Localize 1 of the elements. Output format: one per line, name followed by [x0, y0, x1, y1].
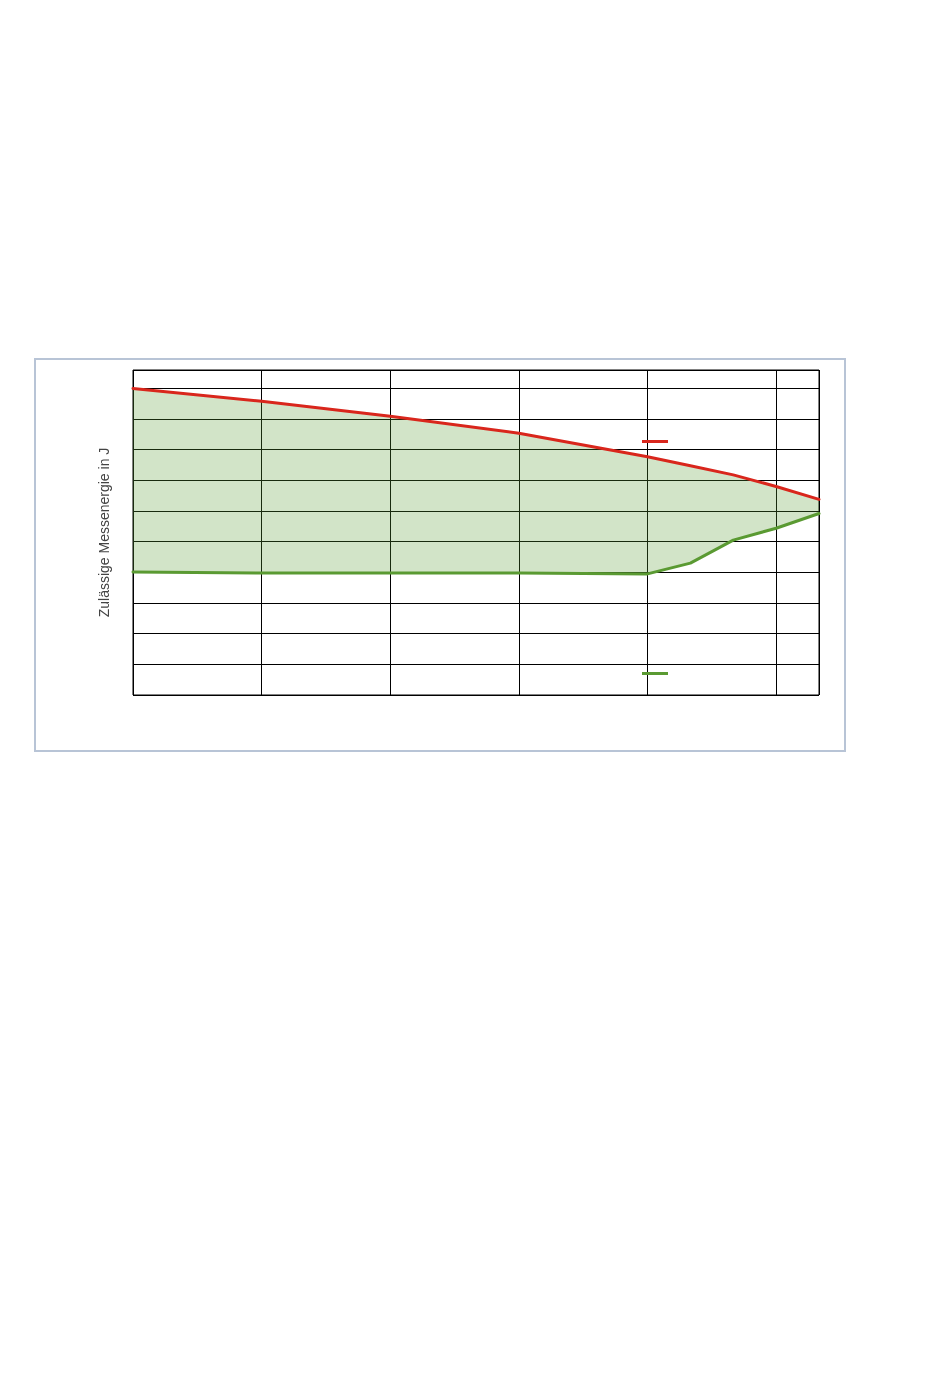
y-axis-title: Zulässige Messenergie in J [96, 447, 112, 618]
